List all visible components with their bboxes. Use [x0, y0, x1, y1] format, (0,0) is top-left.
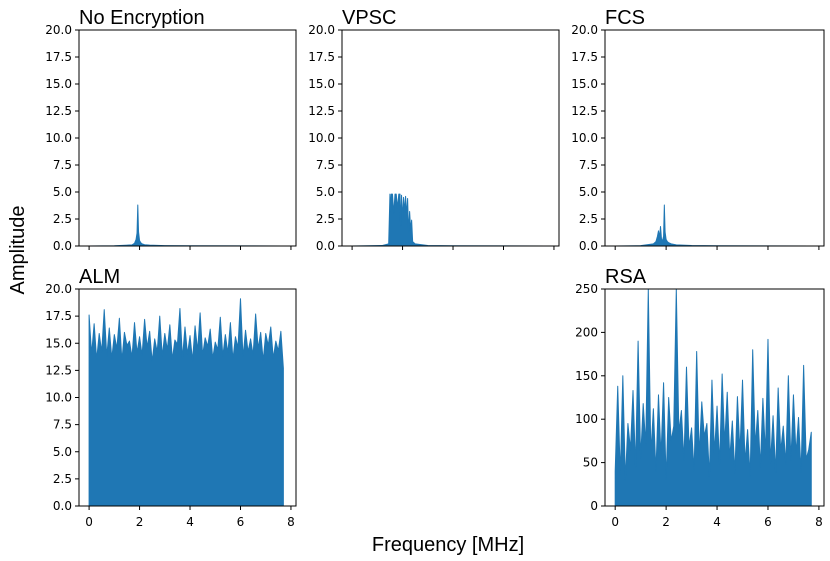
x-axis-label: Frequency [MHz] [372, 534, 524, 556]
series-area [351, 193, 547, 246]
x-tick-label: 8 [287, 515, 295, 529]
series-area [614, 204, 812, 246]
x-tick-label: 6 [237, 515, 245, 529]
y-tick-label: 15.0 [45, 77, 72, 91]
y-tick-label: 0.0 [579, 239, 598, 253]
y-tick-label: 2.5 [53, 212, 72, 226]
y-tick-label: 0.0 [53, 239, 72, 253]
x-tick-label: 0 [611, 515, 619, 529]
y-tick-label: 20.0 [571, 23, 598, 37]
panel-no-encryption: No Encryption 0.0 2.5 5.0 7.5 10.0 12.5 15.0 17.… [45, 7, 297, 253]
panel-fcs: FCS 0.0 2.5 5.0 7.5 10.0 12.5 15.0 17.5 20.0 [571, 7, 825, 253]
y-tick-label: 5.0 [53, 185, 72, 199]
y-tick-label: 17.5 [45, 309, 72, 323]
y-tick-label: 200 [575, 325, 598, 339]
y-tick-label: 12.5 [571, 104, 598, 118]
y-tick-label: 5.0 [316, 185, 335, 199]
x-tick-label: 4 [186, 515, 194, 529]
y-tick-label: 150 [575, 369, 598, 383]
y-tick-label: 7.5 [53, 418, 72, 432]
y-tick-label: 2.5 [53, 472, 72, 486]
y-tick-label: 20.0 [45, 23, 72, 37]
x-tick-label: 6 [764, 515, 772, 529]
y-tick-label: 250 [575, 282, 598, 296]
y-tick-label: 50 [583, 456, 598, 470]
y-tick-label: 10.0 [308, 131, 335, 145]
y-tick-label: 10.0 [45, 131, 72, 145]
y-tick-label: 15.0 [308, 77, 335, 91]
y-tick-label: 10.0 [45, 391, 72, 405]
y-tick-label: 7.5 [53, 158, 72, 172]
y-tick-label: 12.5 [45, 104, 72, 118]
y-tick-label: 7.5 [316, 158, 335, 172]
y-tick-label: 17.5 [308, 50, 335, 64]
x-tick-label: 2 [136, 515, 144, 529]
panel-title: VPSC [342, 7, 396, 29]
y-tick-label: 20.0 [45, 282, 72, 296]
panel-title: FCS [605, 7, 645, 29]
y-tick-label: 17.5 [45, 50, 72, 64]
axes-frame [604, 288, 825, 507]
y-tick-label: 15.0 [45, 336, 72, 350]
x-tick-label: 0 [85, 515, 93, 529]
y-tick-label: 17.5 [571, 50, 598, 64]
y-tick-label: 100 [575, 412, 598, 426]
y-tick-label: 0.0 [316, 239, 335, 253]
y-tick-label: 5.0 [53, 445, 72, 459]
panel-title: No Encryption [79, 7, 205, 29]
axes-frame [78, 29, 297, 247]
axes-frame [341, 29, 560, 247]
panel-alm: ALM 0.0 2.5 5.0 7.5 10.0 12.5 15.0 17.5 20.0 0 2 4 6 8 [45, 266, 297, 529]
series-area [88, 298, 284, 506]
y-tick-label: 2.5 [316, 212, 335, 226]
panel-rsa: RSA 0 50 100 150 200 250 0 2 4 6 8 [575, 266, 825, 529]
y-axis-label: Amplitude [7, 206, 29, 295]
y-tick-label: 15.0 [571, 77, 598, 91]
y-tick-label: 12.5 [45, 363, 72, 377]
y-tick-label: 5.0 [579, 185, 598, 199]
y-tick-label: 0.0 [53, 499, 72, 513]
y-tick-label: 10.0 [571, 131, 598, 145]
series-area [88, 204, 284, 246]
panel-title: RSA [605, 266, 647, 288]
y-tick-label: 12.5 [308, 104, 335, 118]
panel-vpsc: VPSC 0.0 2.5 5.0 7.5 10.0 12.5 15.0 17.5 20.0 [308, 7, 560, 253]
x-tick-label: 8 [815, 515, 823, 529]
y-tick-label: 20.0 [308, 23, 335, 37]
y-tick-label: 7.5 [579, 158, 598, 172]
series-area [614, 289, 812, 506]
axes-frame [604, 29, 825, 247]
panel-title: ALM [79, 266, 120, 288]
x-tick-label: 2 [662, 515, 670, 529]
y-tick-label: 2.5 [579, 212, 598, 226]
y-tick-label: 0 [590, 499, 598, 513]
x-tick-label: 4 [713, 515, 721, 529]
